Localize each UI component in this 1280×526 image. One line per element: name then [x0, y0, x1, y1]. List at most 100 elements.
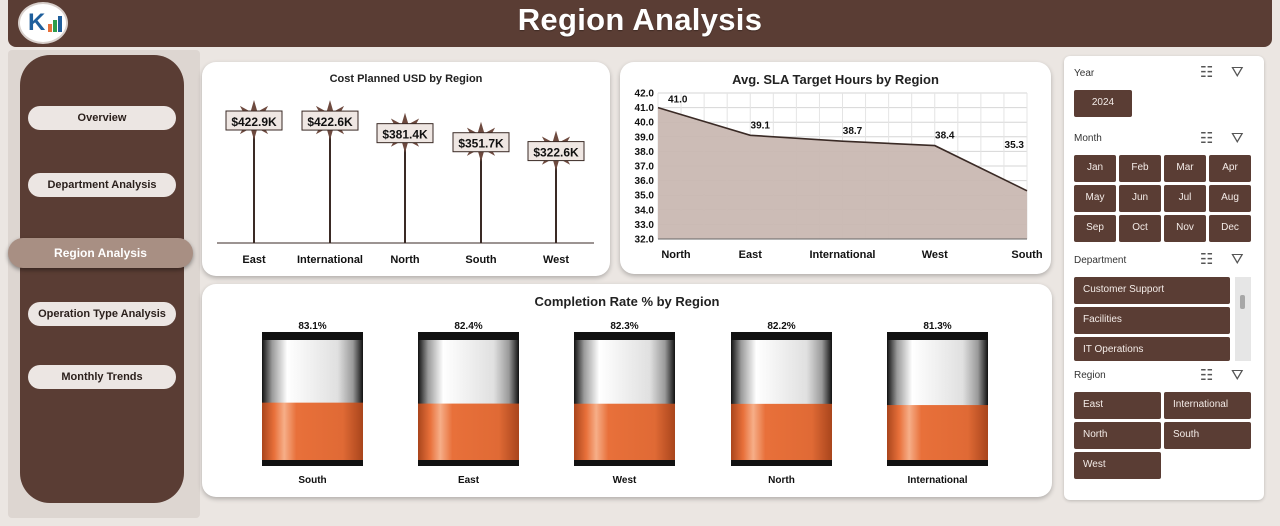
sla-y-tick-label: 32.0 — [635, 235, 655, 246]
sla-chart: 42.0 41.0 40.0 39.0 38.0 37.0 36.0 35.0 34.0 33.0… — [635, 89, 1043, 262]
sla-data-label: 39.1 — [751, 120, 771, 131]
slicer-region-west[interactable]: West — [1074, 452, 1161, 479]
sidebar-item-department-analysis[interactable]: Department Analysis — [28, 173, 176, 197]
sla-y-tick-label: 33.0 — [635, 220, 655, 231]
slicer-year-2024[interactable]: 2024 — [1074, 90, 1132, 117]
sla-data-label: 41.0 — [668, 95, 688, 106]
year-slicer-header: Year — [1074, 68, 1095, 79]
completion-category-label: North — [768, 475, 795, 486]
cost-data-label-box — [301, 110, 359, 131]
slicer-region-east[interactable]: East — [1074, 392, 1161, 419]
sla-y-tick-label: 39.0 — [635, 132, 655, 143]
completion-bar-cap — [418, 332, 519, 340]
completion-bar-cap — [262, 332, 363, 340]
completion-bar-cap — [731, 332, 832, 340]
slicer-month-jan[interactable]: Jan — [1074, 155, 1116, 182]
completion-bar-cap — [574, 332, 675, 340]
scrollbar-thumb[interactable] — [1240, 295, 1245, 309]
slicer-region-south[interactable]: South — [1164, 422, 1251, 449]
cost-category-label: South — [465, 254, 496, 266]
cost-category-label: East — [242, 254, 266, 266]
slicer-month-feb[interactable]: Feb — [1119, 155, 1161, 182]
slicer-month-may[interactable]: May — [1074, 185, 1116, 212]
department-slicer-header: Department — [1074, 255, 1127, 266]
slicer-region-international[interactable]: International — [1164, 392, 1251, 419]
cost-planned-chart: $422.9K East $422.6K International $381.4K No… — [217, 100, 594, 266]
slicer-month-nov[interactable]: Nov — [1164, 215, 1206, 242]
completion-bar-base — [731, 460, 832, 466]
completion-data-label: 83.1% — [298, 321, 326, 332]
cost-data-label-box — [527, 141, 585, 162]
completion-bar-base — [262, 460, 363, 466]
cost-data-label-box — [376, 123, 434, 144]
slicer-department-facilities[interactable]: Facilities — [1074, 307, 1230, 334]
page-title: Region Analysis — [517, 2, 763, 37]
clear-filter-icon[interactable]: ⛛ — [1231, 366, 1244, 384]
sla-y-tick-label: 36.0 — [635, 176, 655, 187]
completion-bar-fill — [731, 403, 832, 460]
sla-y-tick-label: 37.0 — [635, 162, 655, 173]
slicer-month-mar[interactable]: Mar — [1164, 155, 1206, 182]
completion-data-label: 82.4% — [454, 321, 482, 332]
cost-chart-title: Cost Planned USD by Region — [329, 73, 483, 85]
sla-chart-card: Avg. SLA Target Hours by Region 42.0 41.0… — [620, 62, 1051, 274]
cost-data-label-box — [452, 132, 510, 153]
sidebar-item-region-analysis[interactable]: Region Analysis — [8, 238, 193, 268]
sla-category-label: South — [1011, 249, 1042, 261]
sla-y-tick-label: 34.0 — [635, 205, 655, 216]
completion-category-label: West — [613, 475, 637, 486]
multi-select-icon[interactable]: ☷ — [1200, 63, 1214, 81]
completion-bar-cap — [887, 332, 988, 340]
sidebar-item-monthly-trends[interactable]: Monthly Trends — [28, 365, 176, 389]
cost-data-label: $422.6K — [307, 115, 353, 129]
slicer-region-north[interactable]: North — [1074, 422, 1161, 449]
header-bar: K Region Analysis — [8, 0, 1272, 47]
clear-filter-icon[interactable]: ⛛ — [1231, 250, 1244, 268]
sla-line — [657, 106, 1028, 192]
sla-category-label: North — [661, 249, 691, 261]
cost-category-label: International — [297, 254, 363, 266]
sidebar-item-overview[interactable]: Overview — [28, 106, 176, 130]
completion-rate-chart: 83.1% South 82.4% East 82.3% West 82.2% North 81… — [262, 321, 988, 486]
sla-category-label: International — [809, 249, 875, 261]
slicer-month-apr[interactable]: Apr — [1209, 155, 1251, 182]
completion-bar-base — [887, 460, 988, 466]
sla-category-label: West — [922, 249, 948, 261]
cost-data-label: $351.7K — [458, 137, 504, 151]
multi-select-icon[interactable]: ☷ — [1200, 366, 1214, 384]
cost-planned-chart-card: Cost Planned USD by Region $422.9K East $4… — [202, 62, 610, 276]
region-slicer-header: Region — [1074, 370, 1106, 381]
slicer-month-dec[interactable]: Dec — [1209, 215, 1251, 242]
sla-area-fill — [658, 107, 1027, 239]
cost-data-label: $381.4K — [382, 128, 428, 142]
completion-rate-chart-card: Completion Rate % by Region 83.1% South 82… — [202, 284, 1052, 497]
sla-y-tick-label: 40.0 — [635, 118, 655, 129]
slicer-month-jun[interactable]: Jun — [1119, 185, 1161, 212]
completion-bar-fill — [262, 402, 363, 460]
sla-chart-title: Avg. SLA Target Hours by Region — [732, 72, 939, 87]
slicer-department-it-operations[interactable]: IT Operations — [1074, 337, 1230, 361]
cost-data-label: $422.9K — [231, 115, 277, 129]
completion-category-label: South — [298, 475, 326, 486]
clear-filter-icon[interactable]: ⛛ — [1231, 63, 1244, 81]
sla-data-label: 38.4 — [935, 131, 955, 142]
completion-data-label: 81.3% — [923, 321, 951, 332]
multi-select-icon[interactable]: ☷ — [1200, 129, 1214, 147]
multi-select-icon[interactable]: ☷ — [1200, 250, 1214, 268]
completion-bar-fill — [418, 403, 519, 460]
completion-data-label: 82.2% — [767, 321, 795, 332]
sla-y-tick-label: 41.0 — [635, 103, 655, 114]
slicer-month-jul[interactable]: Jul — [1164, 185, 1206, 212]
cost-data-label: $322.6K — [533, 146, 579, 160]
sidebar-item-operation-type-analysis[interactable]: Operation Type Analysis — [28, 302, 176, 326]
slicer-month-aug[interactable]: Aug — [1209, 185, 1251, 212]
slicer-department-customer-support[interactable]: Customer Support — [1074, 277, 1230, 304]
completion-chart-title: Completion Rate % by Region — [534, 294, 720, 309]
clear-filter-icon[interactable]: ⛛ — [1231, 129, 1244, 147]
department-scrollbar[interactable] — [1235, 277, 1251, 361]
company-logo: K — [18, 2, 68, 44]
slicer-month-oct[interactable]: Oct — [1119, 215, 1161, 242]
month-slicer-header: Month — [1074, 133, 1102, 144]
slicer-month-sep[interactable]: Sep — [1074, 215, 1116, 242]
sla-y-tick-label: 35.0 — [635, 191, 655, 202]
